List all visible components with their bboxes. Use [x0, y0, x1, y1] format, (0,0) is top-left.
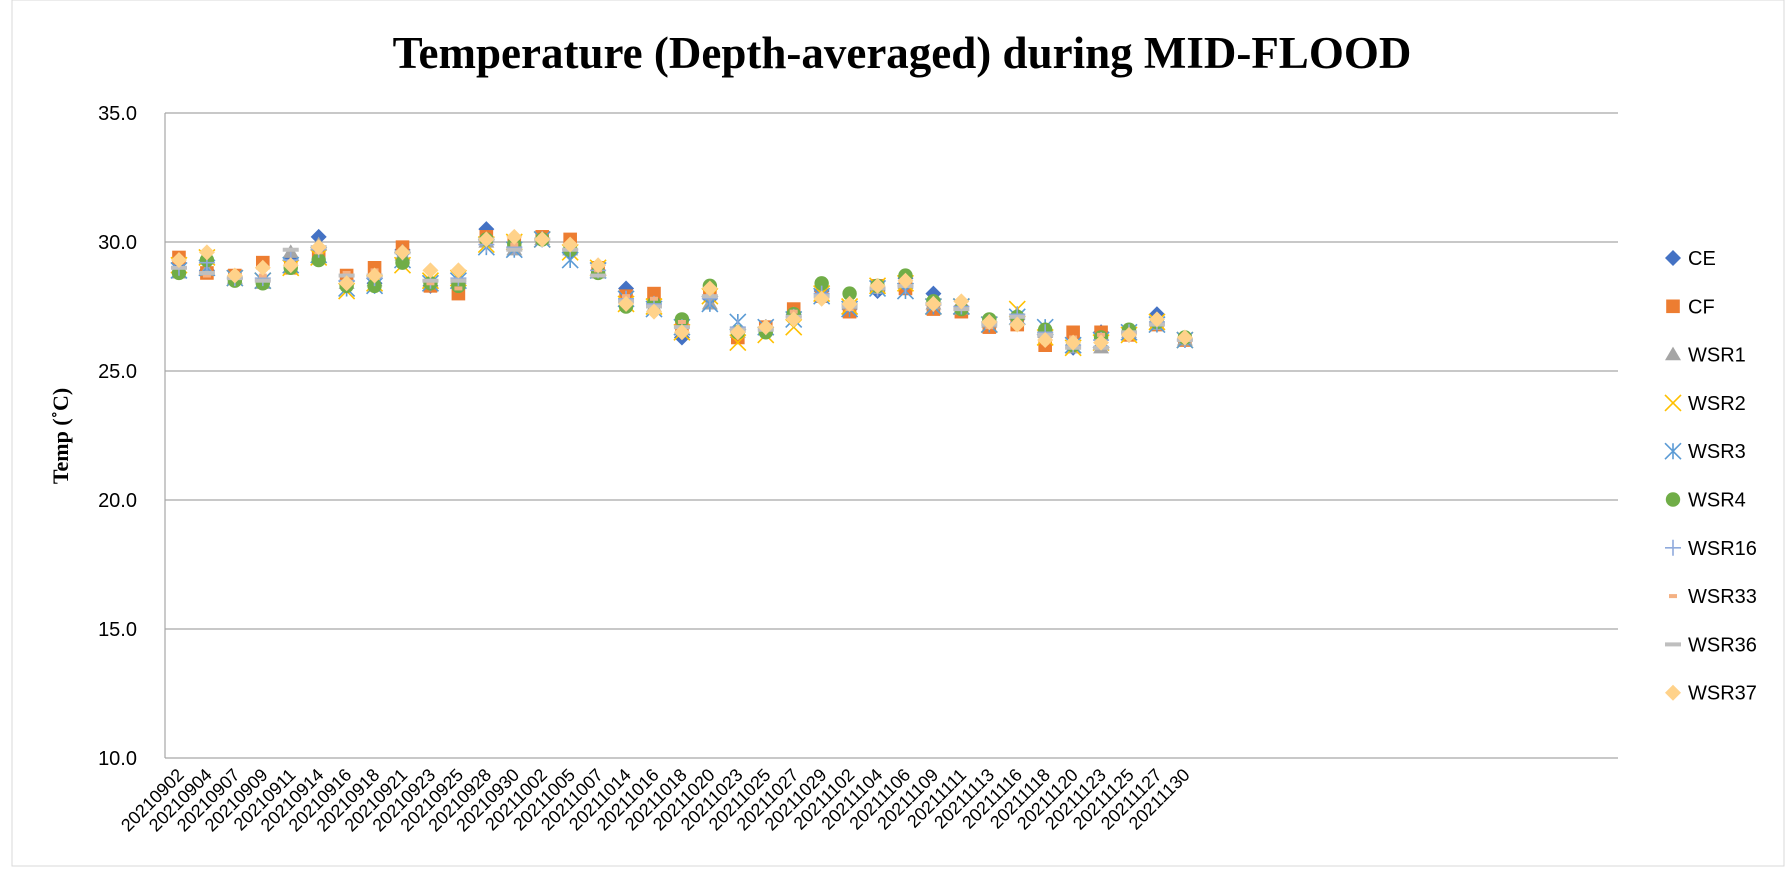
- marker: [342, 270, 351, 275]
- marker: [426, 281, 435, 286]
- marker: [1065, 334, 1082, 351]
- legend-marker: [1665, 539, 1681, 556]
- marker: [450, 278, 467, 283]
- y-tick-label: 35.0: [98, 103, 137, 125]
- marker: [618, 295, 635, 312]
- marker: [366, 267, 383, 284]
- marker: [198, 244, 215, 261]
- marker: [226, 267, 243, 284]
- marker: [813, 290, 830, 307]
- marker: [506, 228, 523, 245]
- chart-title: Temperature (Depth-averaged) during MID-…: [393, 28, 1412, 78]
- y-tick-label: 15.0: [98, 619, 137, 641]
- marker: [842, 286, 857, 301]
- marker: [170, 252, 187, 269]
- marker: [534, 231, 551, 248]
- marker: [1148, 311, 1165, 328]
- marker: [422, 262, 439, 279]
- marker: [310, 239, 327, 256]
- marker: [282, 247, 299, 252]
- marker: [677, 319, 686, 324]
- marker: [454, 286, 463, 291]
- y-tick-label: 10.0: [98, 748, 137, 770]
- legend-marker: [1664, 442, 1682, 460]
- marker: [1121, 326, 1138, 343]
- marker: [338, 275, 355, 292]
- legend-label: WSR4: [1688, 490, 1746, 512]
- legend-marker: [1665, 250, 1681, 266]
- marker: [422, 278, 439, 283]
- marker: [562, 236, 579, 253]
- marker: [645, 303, 662, 320]
- marker: [897, 272, 914, 289]
- marker: [478, 231, 495, 248]
- marker: [311, 252, 326, 268]
- marker: [254, 259, 271, 276]
- marker: [953, 293, 970, 310]
- marker: [1093, 334, 1110, 351]
- marker: [841, 295, 858, 312]
- legend-label: WSR1: [1688, 345, 1746, 367]
- marker: [506, 247, 523, 252]
- marker: [590, 257, 607, 274]
- marker: [925, 295, 942, 312]
- marker: [1037, 332, 1054, 349]
- chart-frame: [11, 0, 1785, 867]
- legend-label: WSR3: [1688, 441, 1746, 463]
- legend-label: WSR16: [1688, 538, 1757, 560]
- legend-label: CF: [1688, 296, 1715, 318]
- y-tick-label: 20.0: [98, 490, 137, 512]
- legend-marker: [1665, 492, 1681, 507]
- legend-label: WSR33: [1688, 586, 1757, 608]
- marker: [202, 273, 211, 278]
- legend-label: WSR36: [1688, 634, 1757, 656]
- legend-marker: [1666, 299, 1680, 314]
- marker: [450, 262, 467, 279]
- marker: [198, 270, 215, 275]
- y-tick-label: 25.0: [98, 361, 137, 383]
- marker: [395, 255, 410, 270]
- marker: [701, 280, 718, 297]
- marker: [394, 244, 411, 261]
- marker: [282, 257, 299, 274]
- marker: [729, 324, 746, 341]
- legend-marker: [1664, 394, 1682, 412]
- y-tick-label: 30.0: [98, 232, 137, 254]
- legend-label: WSR37: [1688, 683, 1757, 705]
- marker: [649, 296, 658, 301]
- marker: [981, 313, 998, 330]
- legend-marker: [1669, 594, 1677, 599]
- legend-label: CE: [1688, 248, 1716, 270]
- marker: [673, 324, 690, 341]
- marker: [729, 334, 747, 352]
- marker: [1176, 329, 1193, 346]
- marker: [869, 277, 886, 294]
- legend-marker: [1665, 684, 1681, 701]
- y-axis-label: Temp (˚C): [48, 388, 73, 484]
- legend-marker: [1665, 642, 1681, 647]
- marker: [1009, 316, 1026, 333]
- marker: [590, 273, 607, 278]
- legend-marker: [1665, 346, 1681, 361]
- marker: [254, 278, 271, 283]
- marker: [785, 311, 802, 328]
- legend-label: WSR2: [1688, 393, 1746, 415]
- marker: [814, 276, 829, 291]
- marker: [757, 319, 774, 336]
